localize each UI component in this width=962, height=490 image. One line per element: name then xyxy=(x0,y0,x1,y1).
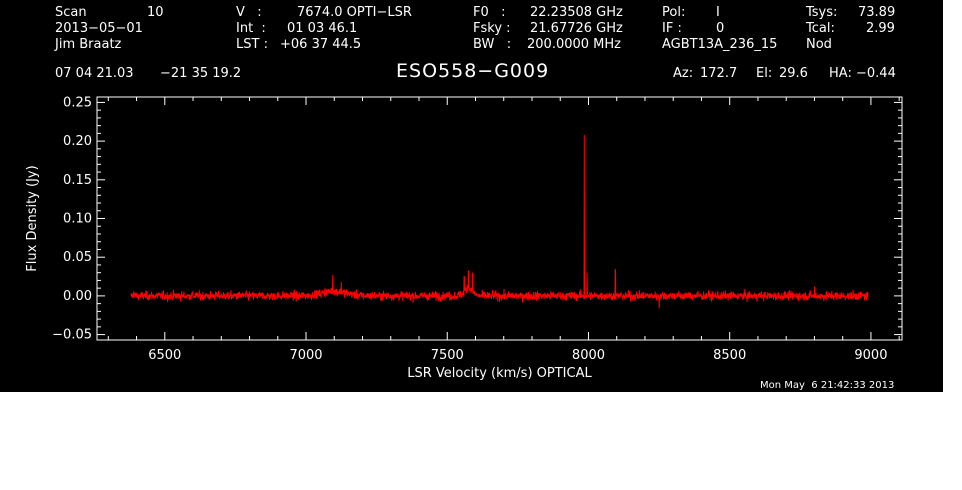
source-title: ESO558−G009 xyxy=(396,60,550,82)
y-tick-label: 0.00 xyxy=(63,289,92,304)
y-tick-label: −0.05 xyxy=(52,328,92,343)
ra-text: 07 04 21.03 xyxy=(55,66,134,81)
axis-tick-labels: 6500 7000 7500 8000 8500 9000 −0.05 0.00 0.05 0.1… xyxy=(52,95,887,363)
lst-value: +06 37 44.5 xyxy=(280,37,362,52)
x-tick-label: 7000 xyxy=(289,348,322,363)
x-tick-label: 8500 xyxy=(713,348,746,363)
mode-text: Nod xyxy=(806,37,832,52)
int-label: Int : xyxy=(236,21,266,36)
y-tick-label: 0.15 xyxy=(63,173,92,188)
plot-frame xyxy=(96,96,903,341)
pol-value: I xyxy=(716,5,720,20)
timestamp-text: Mon May 6 21:42:33 2013 xyxy=(760,380,895,391)
y-tick-label: 0.10 xyxy=(63,212,92,227)
if-value: 0 xyxy=(716,21,725,36)
az-label: Az: xyxy=(673,66,694,81)
tcal-label: Tcal: xyxy=(806,21,835,36)
int-value: 01 03 46.1 xyxy=(287,21,358,36)
observer-text: Jim Braatz xyxy=(55,37,122,52)
y-axis-label: Flux Density (Jy) xyxy=(25,165,40,271)
axis-ticks xyxy=(97,97,902,340)
scan-value: 10 xyxy=(147,5,164,20)
velocity-label: V : xyxy=(236,5,262,20)
tcal-value: 2.99 xyxy=(866,21,895,36)
bw-label: BW : xyxy=(473,37,512,52)
x-tick-label: 7500 xyxy=(431,348,464,363)
tsys-value: 73.89 xyxy=(858,5,896,20)
fsky-value: 21.67726 GHz xyxy=(530,21,623,36)
ha-label: HA: xyxy=(829,66,852,81)
tsys-label: Tsys: xyxy=(806,5,838,20)
x-axis-label: LSR Velocity (km/s) OPTICAL xyxy=(407,366,592,381)
spectrum-trace xyxy=(130,134,869,309)
y-tick-label: 0.05 xyxy=(63,250,92,265)
x-tick-label: 8000 xyxy=(572,348,605,363)
el-value: 29.6 xyxy=(779,66,808,81)
dec-text: −21 35 19.2 xyxy=(160,66,242,81)
el-label: El: xyxy=(756,66,773,81)
f0-value: 22.23508 GHz xyxy=(530,5,623,20)
plot-canvas xyxy=(0,0,943,392)
spectrum-plot: 6500 7000 7500 8000 8500 9000 −0.05 0.00 0.05 0.1… xyxy=(25,95,903,381)
fsky-label: Fsky : xyxy=(473,21,511,36)
velocity-value: 7674.0 OPTI−LSR xyxy=(297,5,412,20)
date-text: 2013−05−01 xyxy=(55,21,143,36)
y-tick-label: 0.25 xyxy=(63,95,92,110)
x-tick-label: 6500 xyxy=(148,348,181,363)
x-tick-label: 9000 xyxy=(854,348,887,363)
ha-value: −0.44 xyxy=(856,66,896,81)
project-text: AGBT13A_236_15 xyxy=(662,37,778,52)
if-label: IF : xyxy=(662,21,682,36)
bw-value: 200.0000 MHz xyxy=(527,37,621,52)
f0-label: F0 : xyxy=(473,5,506,20)
az-value: 172.7 xyxy=(700,66,738,81)
y-tick-label: 0.20 xyxy=(63,134,92,149)
lst-label: LST : xyxy=(236,37,268,52)
pol-label: Pol: xyxy=(662,5,686,20)
scan-label: Scan xyxy=(55,5,87,20)
